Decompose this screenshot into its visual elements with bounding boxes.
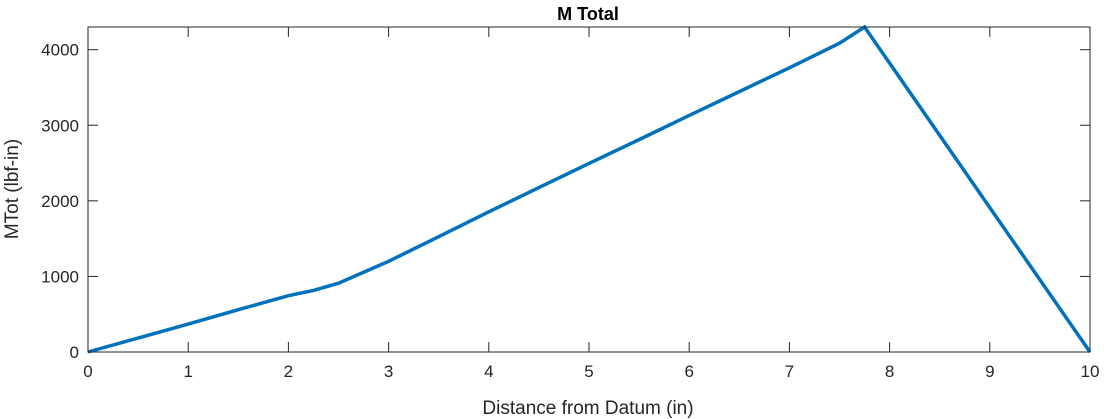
x-tick-label: 1 [183, 362, 192, 381]
x-tick-label: 3 [384, 362, 393, 381]
chart-title: M Total [557, 4, 619, 24]
x-tick-label: 4 [484, 362, 493, 381]
x-tick-label: 5 [584, 362, 593, 381]
x-tick-label: 6 [684, 362, 693, 381]
x-tick-label: 0 [83, 362, 92, 381]
y-tick-label: 3000 [41, 116, 79, 135]
x-tick-label: 8 [885, 362, 894, 381]
x-axis-ticks: 0 1 2 3 4 5 6 7 8 9 10 [83, 27, 1099, 381]
x-tick-label: 7 [785, 362, 794, 381]
y-tick-label: 4000 [41, 41, 79, 60]
data-series [87, 24, 1092, 354]
x-tick-label: 10 [1081, 362, 1100, 381]
y-axis-label: MTot (lbf-in) [2, 139, 23, 239]
x-axis-label: Distance from Datum (in) [482, 398, 693, 419]
series-line [87, 24, 1092, 354]
plot-background [88, 27, 1090, 352]
y-tick-label: 2000 [41, 192, 79, 211]
x-tick-label: 2 [284, 362, 293, 381]
y-tick-label: 0 [70, 343, 79, 362]
x-tick-label: 9 [985, 362, 994, 381]
y-axis-ticks: 0 1000 2000 3000 4000 [41, 41, 1090, 362]
y-tick-label: 1000 [41, 267, 79, 286]
plot-area [88, 27, 1090, 352]
